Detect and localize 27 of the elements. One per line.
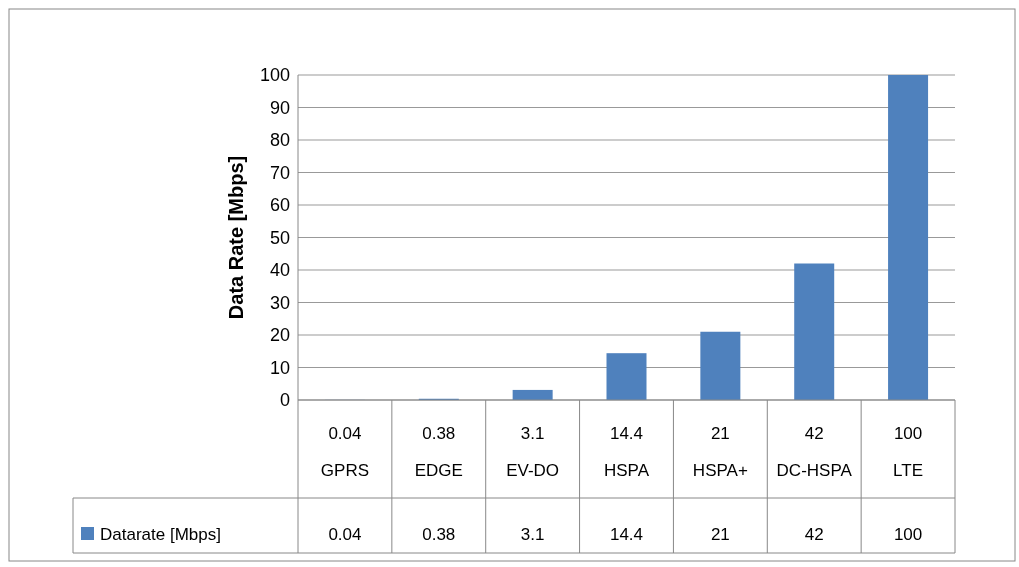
x-tick-label: 21 HSPA+ xyxy=(692,423,748,480)
y-axis-title: Data Rate [Mbps] xyxy=(225,155,247,320)
y-tick-label: 0 xyxy=(279,390,290,410)
data-label: 42 xyxy=(804,524,824,544)
y-tick-label: 10 xyxy=(269,357,290,378)
y-tick-label: 30 xyxy=(269,292,290,313)
x-tick-label: 100 LTE xyxy=(893,423,924,480)
x-tick-label: 0.04 GPRS xyxy=(320,423,370,480)
y-tick-label: 80 xyxy=(269,130,290,150)
x-tick-label: 14.4 HSPA xyxy=(603,423,650,480)
data-label: 100 xyxy=(893,524,923,544)
data-label: 0.38 xyxy=(422,524,456,544)
data-label: 21 xyxy=(710,524,730,544)
y-tick-label: 70 xyxy=(269,162,290,183)
x-tick-label: 3.1 EV-DO xyxy=(506,423,560,480)
y-tick-label: 50 xyxy=(269,227,290,248)
x-tick-label: 0.38 EDGE xyxy=(414,423,463,480)
x-tick-label: 42 DC-HSPA xyxy=(776,423,853,480)
y-tick-label: 20 xyxy=(269,325,290,345)
y-tick-label: 40 xyxy=(269,260,290,280)
legend-label: Datarate [Mbps] xyxy=(100,524,221,544)
data-label: 14.4 xyxy=(609,524,644,544)
y-tick-label: 100 xyxy=(259,65,290,85)
data-label: 3.1 xyxy=(520,524,545,544)
y-tick-label: 90 xyxy=(269,97,290,118)
y-tick-label: 60 xyxy=(269,195,290,215)
data-label: 0.04 xyxy=(328,524,362,544)
